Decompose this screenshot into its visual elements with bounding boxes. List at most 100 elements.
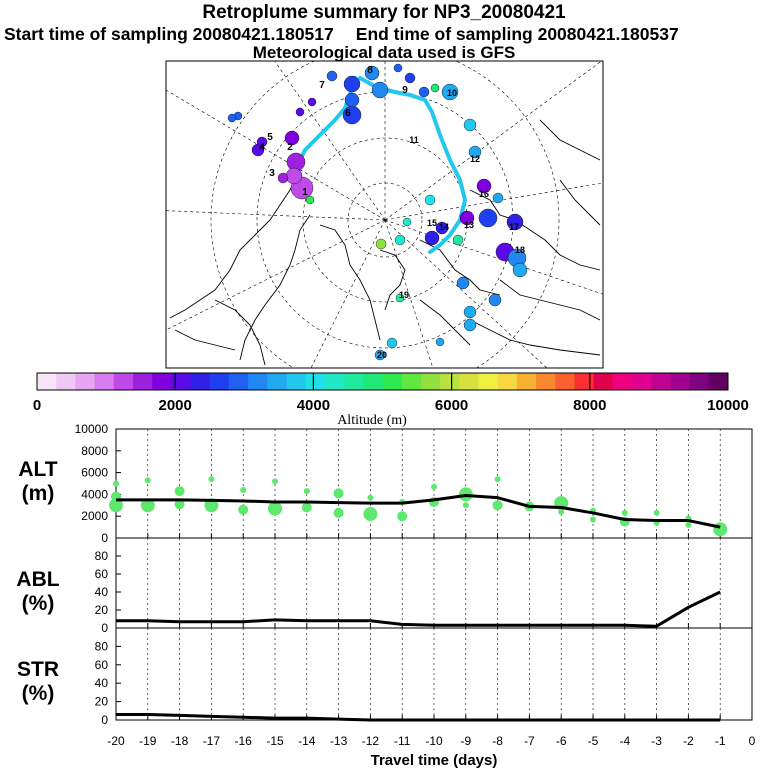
altitude-point bbox=[558, 508, 565, 515]
altitude-point bbox=[140, 498, 155, 513]
x-tick-label: -12 bbox=[362, 734, 380, 748]
plume-marker bbox=[395, 293, 405, 303]
plume-marker bbox=[424, 230, 440, 246]
page-title: Retroplume summary for NP3_20080421 bbox=[202, 2, 566, 23]
plume-marker bbox=[227, 113, 237, 123]
colorbar-swatch bbox=[632, 373, 652, 390]
y-tick-label: 60 bbox=[95, 658, 109, 672]
colorbar-swatch bbox=[324, 373, 345, 390]
map-day-label: 1 bbox=[302, 187, 308, 198]
x-tick-label: -8 bbox=[492, 734, 503, 748]
x-tick-label: -11 bbox=[394, 734, 411, 748]
colorbar-swatch bbox=[152, 373, 172, 390]
y-tick-label: 6000 bbox=[81, 466, 108, 480]
str-line bbox=[116, 712, 721, 722]
altitude-point bbox=[174, 486, 185, 497]
y-axis-label: STR bbox=[17, 658, 59, 681]
altitude-point bbox=[494, 476, 501, 483]
plume-marker bbox=[488, 293, 502, 307]
y-tick-label: 60 bbox=[95, 567, 109, 581]
x-tick-label: -18 bbox=[171, 734, 189, 748]
altitude-point bbox=[431, 483, 437, 490]
x-tick-label: -9 bbox=[460, 734, 471, 748]
plume-marker bbox=[468, 145, 482, 159]
map-day-label: 18 bbox=[515, 245, 525, 255]
plume-marker bbox=[476, 178, 492, 194]
colorbar-tick-label: 2000 bbox=[159, 397, 192, 414]
colorbar-swatch bbox=[56, 373, 76, 390]
x-tick-label: -10 bbox=[425, 734, 443, 748]
map-day-label: 11 bbox=[409, 135, 419, 145]
colorbar-swatch bbox=[305, 373, 326, 390]
y-tick-label: 40 bbox=[95, 585, 109, 599]
plume-marker bbox=[284, 130, 300, 146]
colorbar-swatch bbox=[612, 373, 633, 390]
start-time-label: Start time of sampling 20080421.180517 bbox=[4, 24, 334, 44]
altitude-point bbox=[174, 499, 185, 510]
altitude-point bbox=[144, 477, 151, 484]
plume-marker bbox=[394, 234, 406, 246]
altitude-point bbox=[685, 521, 692, 528]
sampling-times: Start time of sampling 20080421.180517 En… bbox=[4, 24, 679, 45]
colorbar-swatches bbox=[37, 373, 729, 390]
x-tick-label: -19 bbox=[139, 734, 157, 748]
colorbar-tick-label: 4000 bbox=[297, 397, 330, 414]
colorbar-swatch bbox=[516, 373, 537, 390]
y-tick-label: 0 bbox=[101, 531, 108, 545]
x-tick-label: -4 bbox=[619, 734, 630, 748]
plume-marker bbox=[435, 337, 445, 347]
map-day-label: 12 bbox=[470, 154, 480, 164]
plume-marker bbox=[441, 83, 459, 101]
y-tick-label: 10000 bbox=[75, 422, 109, 436]
x-tick-label: 0 bbox=[749, 734, 756, 748]
plume-marker bbox=[435, 221, 449, 235]
x-tick-label: -1 bbox=[715, 734, 726, 748]
map-day-label: 7 bbox=[319, 80, 325, 91]
colorbar-ticks: 0 2000 4000 6000 8000 10000 bbox=[33, 373, 749, 414]
y-tick-label: 20 bbox=[95, 695, 109, 709]
map-day-label: 19 bbox=[399, 290, 409, 300]
map-day-label: 6 bbox=[345, 108, 351, 119]
x-tick-label: -16 bbox=[235, 734, 253, 748]
plume-marker bbox=[375, 238, 387, 250]
colorbar-swatch bbox=[190, 373, 211, 390]
end-time-label: End time of sampling 20080421.180537 bbox=[355, 24, 679, 44]
colorbar-swatch bbox=[94, 373, 115, 390]
x-tick-label: -14 bbox=[298, 734, 316, 748]
plume-marker bbox=[326, 70, 338, 82]
colorbar-swatch bbox=[401, 373, 422, 390]
x-tick-label: -15 bbox=[266, 734, 284, 748]
colorbar-tick-label: 0 bbox=[33, 397, 41, 414]
plume-marker bbox=[277, 172, 289, 184]
colorbar-label: Altitude (m) bbox=[337, 413, 407, 428]
altitude-point bbox=[713, 522, 728, 537]
colorbar-swatch bbox=[209, 373, 230, 390]
map-day-label: 15 bbox=[427, 218, 437, 228]
y-tick-label: 20 bbox=[95, 603, 109, 617]
x-tick-label: -13 bbox=[330, 734, 348, 748]
plume-marker bbox=[492, 192, 504, 204]
colorbar-swatch bbox=[171, 373, 192, 390]
y-tick-label: 80 bbox=[95, 639, 109, 653]
altitude-point bbox=[272, 478, 278, 485]
plume-marker bbox=[418, 86, 430, 98]
altitude-point bbox=[303, 488, 310, 495]
altitude-point bbox=[397, 511, 408, 522]
colorbar-swatch bbox=[708, 373, 729, 390]
x-tick-label: -3 bbox=[651, 734, 662, 748]
panel-str: 0 20 40 60 80 STR(%) bbox=[17, 627, 753, 727]
altitude-point bbox=[333, 488, 344, 499]
colorbar-swatch bbox=[363, 373, 383, 390]
map-day-label: 13 bbox=[464, 220, 474, 230]
colorbar-swatch bbox=[228, 373, 249, 390]
colorbar-swatch bbox=[440, 373, 460, 390]
plume-marker bbox=[344, 92, 360, 108]
y-axis-label: ABL bbox=[16, 568, 59, 591]
x-axis-label: Travel time (days) bbox=[371, 752, 498, 768]
altitude-point bbox=[363, 507, 378, 522]
colorbar-swatch bbox=[459, 373, 479, 390]
y-tick-label: 8000 bbox=[81, 444, 108, 458]
plume-marker bbox=[506, 213, 524, 231]
map-day-label: 3 bbox=[269, 168, 275, 179]
